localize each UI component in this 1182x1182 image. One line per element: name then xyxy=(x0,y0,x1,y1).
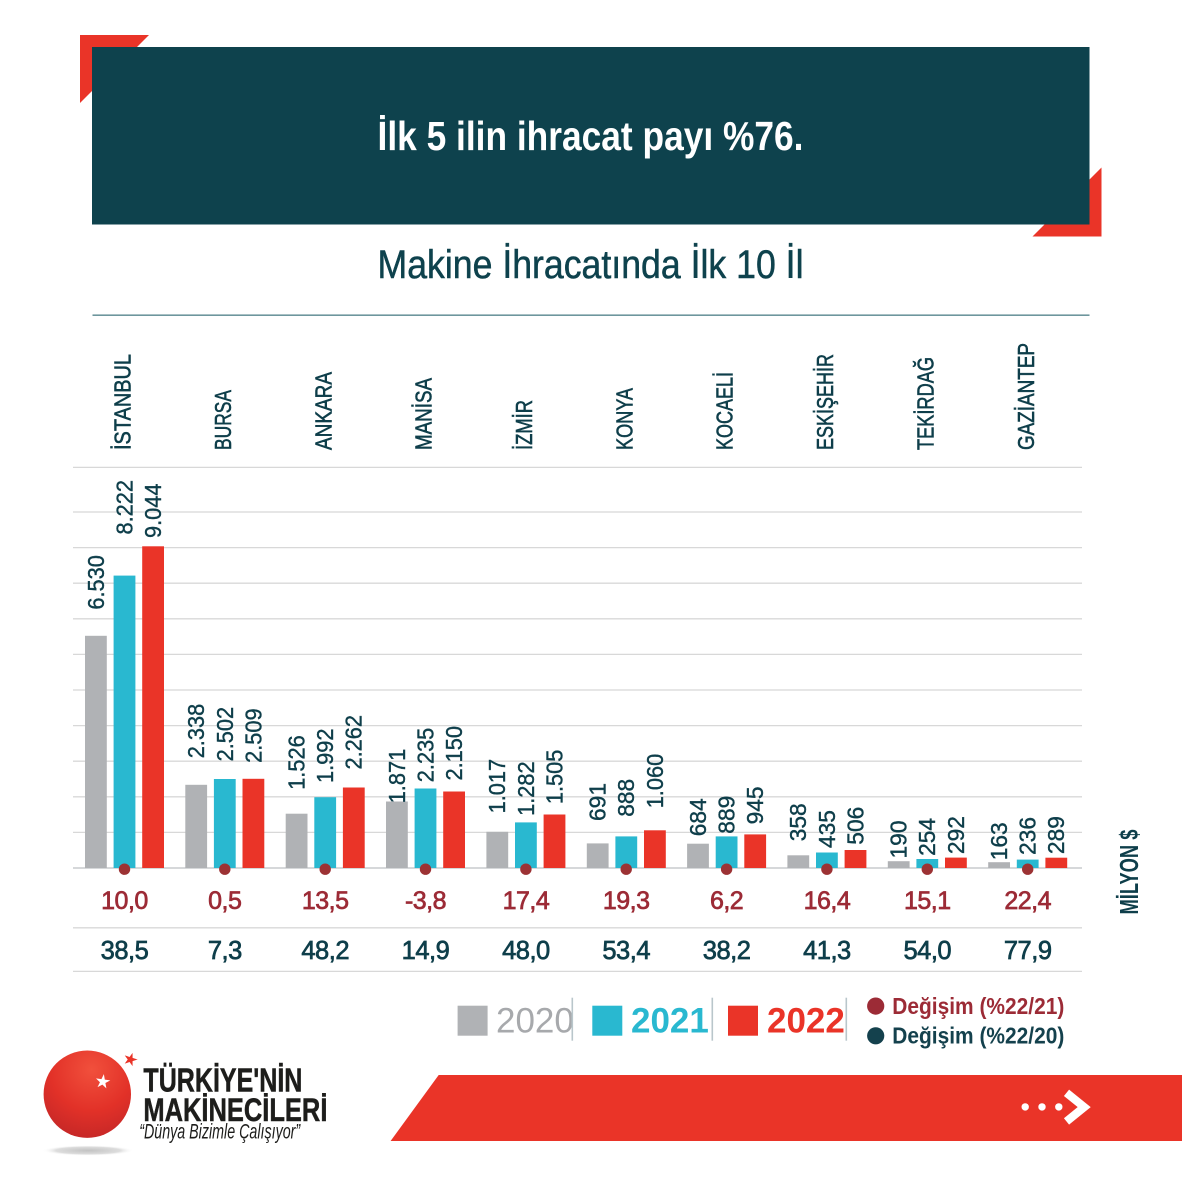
svg-text:MİLYON $: MİLYON $ xyxy=(1114,829,1144,914)
svg-text:691: 691 xyxy=(585,783,611,821)
svg-text:506: 506 xyxy=(842,807,868,845)
svg-text:6.530: 6.530 xyxy=(83,555,109,610)
svg-text:7,3: 7,3 xyxy=(208,937,242,965)
svg-text:2.235: 2.235 xyxy=(412,728,438,783)
svg-text:41,3: 41,3 xyxy=(803,937,851,965)
svg-text:163: 163 xyxy=(986,822,1012,860)
svg-text:TÜRKİYE'NİN: TÜRKİYE'NİN xyxy=(143,1062,302,1099)
svg-text:16,4: 16,4 xyxy=(804,887,851,915)
svg-text:289: 289 xyxy=(1043,816,1069,854)
svg-text:54,0: 54,0 xyxy=(903,937,951,965)
svg-text:1.282: 1.282 xyxy=(513,761,539,816)
svg-text:MANİSA: MANİSA xyxy=(411,378,437,450)
svg-text:-3,8: -3,8 xyxy=(405,887,446,915)
svg-text:53,4: 53,4 xyxy=(602,937,650,965)
svg-text:Makine İhracatında İlk 10 İl: Makine İhracatında İlk 10 İl xyxy=(378,242,804,287)
svg-text:İlk 5 ilin ihracat payı %76.: İlk 5 ilin ihracat payı %76. xyxy=(378,113,804,159)
svg-text:1.060: 1.060 xyxy=(642,754,668,809)
svg-text:38,5: 38,5 xyxy=(101,937,149,965)
svg-text:38,2: 38,2 xyxy=(703,937,751,965)
svg-text:17,4: 17,4 xyxy=(503,887,550,915)
svg-text:1.992: 1.992 xyxy=(312,729,338,784)
svg-text:1.017: 1.017 xyxy=(484,759,510,814)
svg-text:888: 888 xyxy=(613,779,639,817)
svg-text:13,5: 13,5 xyxy=(302,887,349,915)
svg-text:8.222: 8.222 xyxy=(111,480,137,535)
svg-text:0,5: 0,5 xyxy=(208,887,241,915)
svg-text:48,2: 48,2 xyxy=(301,937,349,965)
svg-text:9.044: 9.044 xyxy=(140,484,166,539)
svg-text:2.509: 2.509 xyxy=(240,708,266,763)
svg-text:Değişim (%22/21): Değişim (%22/21) xyxy=(892,993,1064,1019)
svg-text:2020: 2020 xyxy=(496,1002,574,1041)
svg-text:BURSA: BURSA xyxy=(210,390,236,450)
svg-text:1.526: 1.526 xyxy=(284,735,310,790)
svg-text:684: 684 xyxy=(685,798,711,836)
svg-text:292: 292 xyxy=(943,816,969,854)
svg-text:1.505: 1.505 xyxy=(541,750,567,805)
svg-text:889: 889 xyxy=(714,796,740,834)
svg-text:358: 358 xyxy=(785,803,811,841)
svg-text:MAKİNECİLERİ: MAKİNECİLERİ xyxy=(143,1092,327,1128)
svg-text:GAZİANTEP: GAZİANTEP xyxy=(1013,343,1039,450)
svg-text:48,0: 48,0 xyxy=(502,937,550,965)
svg-text:2.338: 2.338 xyxy=(183,704,209,759)
svg-text:KOCAELİ: KOCAELİ xyxy=(712,372,738,450)
svg-text:236: 236 xyxy=(1015,817,1041,855)
svg-text:190: 190 xyxy=(886,821,912,859)
svg-text:945: 945 xyxy=(742,786,768,824)
svg-text:10,0: 10,0 xyxy=(101,887,148,915)
svg-text:77,9: 77,9 xyxy=(1004,937,1052,965)
svg-text:254: 254 xyxy=(914,818,940,856)
svg-text:TEKİRDAĞ: TEKİRDAĞ xyxy=(912,357,938,450)
svg-text:19,3: 19,3 xyxy=(603,887,650,915)
svg-text:15,1: 15,1 xyxy=(904,887,951,915)
svg-text:2.502: 2.502 xyxy=(212,707,238,762)
svg-text:1.871: 1.871 xyxy=(384,749,410,804)
svg-text:2022: 2022 xyxy=(767,1002,845,1041)
svg-text:435: 435 xyxy=(814,810,840,848)
svg-text:ESKİŞEHİR: ESKİŞEHİR xyxy=(812,354,838,450)
svg-text:Değişim (%22/20): Değişim (%22/20) xyxy=(892,1023,1064,1049)
svg-text:ANKARA: ANKARA xyxy=(310,372,336,450)
svg-text:İZMİR: İZMİR xyxy=(511,400,537,450)
svg-text:6,2: 6,2 xyxy=(710,887,743,915)
svg-text:2.262: 2.262 xyxy=(341,715,367,770)
svg-text:KONYA: KONYA xyxy=(611,388,637,450)
svg-text:2.150: 2.150 xyxy=(441,726,467,781)
svg-text:22,4: 22,4 xyxy=(1004,887,1051,915)
svg-text:2021: 2021 xyxy=(631,1002,709,1041)
svg-text:İSTANBUL: İSTANBUL xyxy=(110,354,136,450)
svg-text:“Dünya Bizimle Çalışıyor”: “Dünya Bizimle Çalışıyor” xyxy=(139,1121,301,1144)
svg-text:14,9: 14,9 xyxy=(402,937,450,965)
